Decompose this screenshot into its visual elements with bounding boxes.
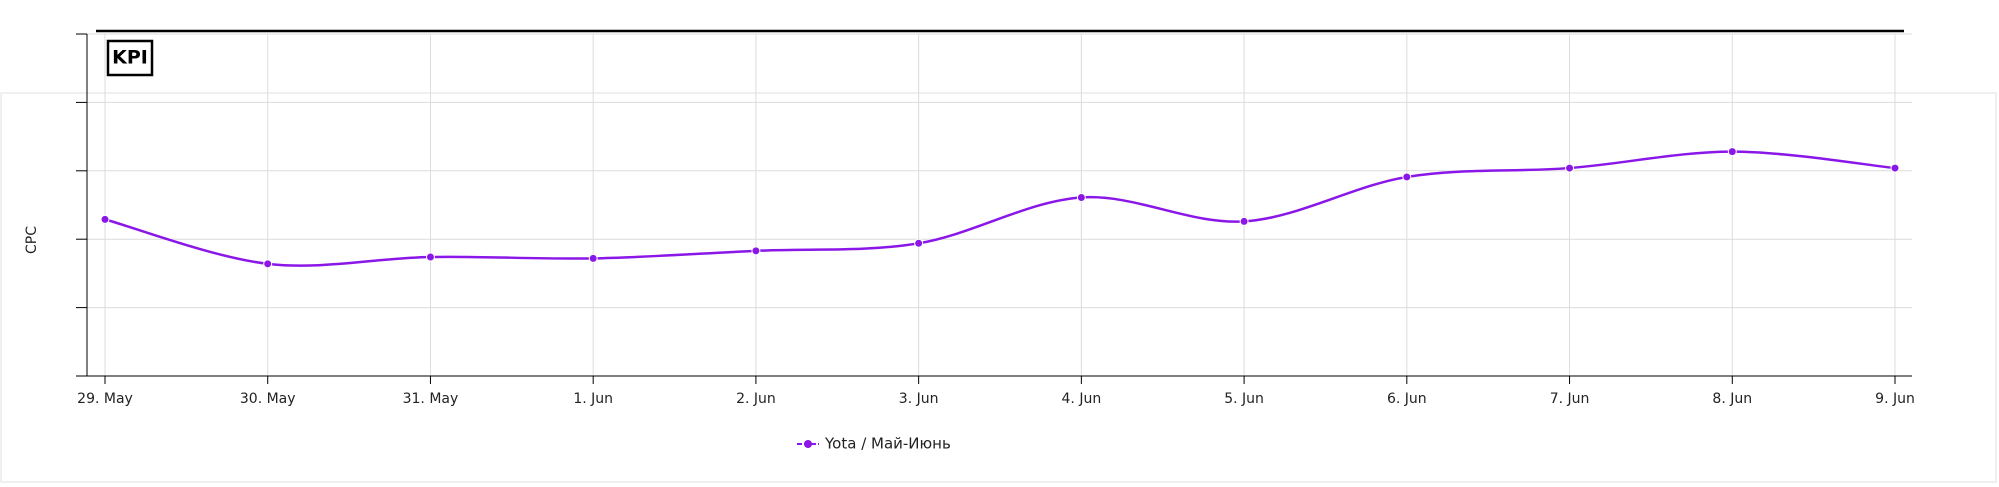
x-tick-label: 6. Jun — [1387, 391, 1427, 407]
x-tick-label: 8. Jun — [1712, 391, 1752, 407]
data-point — [1076, 192, 1086, 202]
chart-title: KPI — [112, 47, 148, 69]
data-point — [751, 246, 761, 256]
x-tick-label: 2. Jun — [736, 391, 776, 407]
data-point — [425, 252, 435, 262]
legend-marker — [804, 440, 812, 448]
series-line — [104, 150, 1896, 267]
data-point — [263, 259, 273, 269]
data-point — [588, 253, 598, 263]
x-tick-label: 9. Jun — [1875, 391, 1915, 407]
x-tick-label: 3. Jun — [899, 391, 939, 407]
x-tick-label: 30. May — [240, 391, 296, 407]
x-tick-label: 4. Jun — [1062, 391, 1102, 407]
x-tick-label: 5. Jun — [1224, 391, 1264, 407]
data-point — [1565, 163, 1575, 173]
data-point — [100, 214, 110, 224]
x-tick-label: 29. May — [77, 391, 133, 407]
y-axis-label: CPC — [24, 226, 40, 254]
legend-label: Yota / Май-Июнь — [824, 435, 951, 453]
title-box — [106, 39, 154, 77]
data-point — [1402, 172, 1412, 182]
x-tick-label: 7. Jun — [1550, 391, 1590, 407]
data-point — [1890, 163, 1900, 173]
x-tick-label: 31. May — [403, 391, 459, 407]
data-point — [914, 238, 924, 248]
data-point — [1727, 147, 1737, 157]
x-tick-label: 1. Jun — [573, 391, 613, 407]
card — [0, 92, 1997, 483]
data-point — [1239, 216, 1249, 226]
